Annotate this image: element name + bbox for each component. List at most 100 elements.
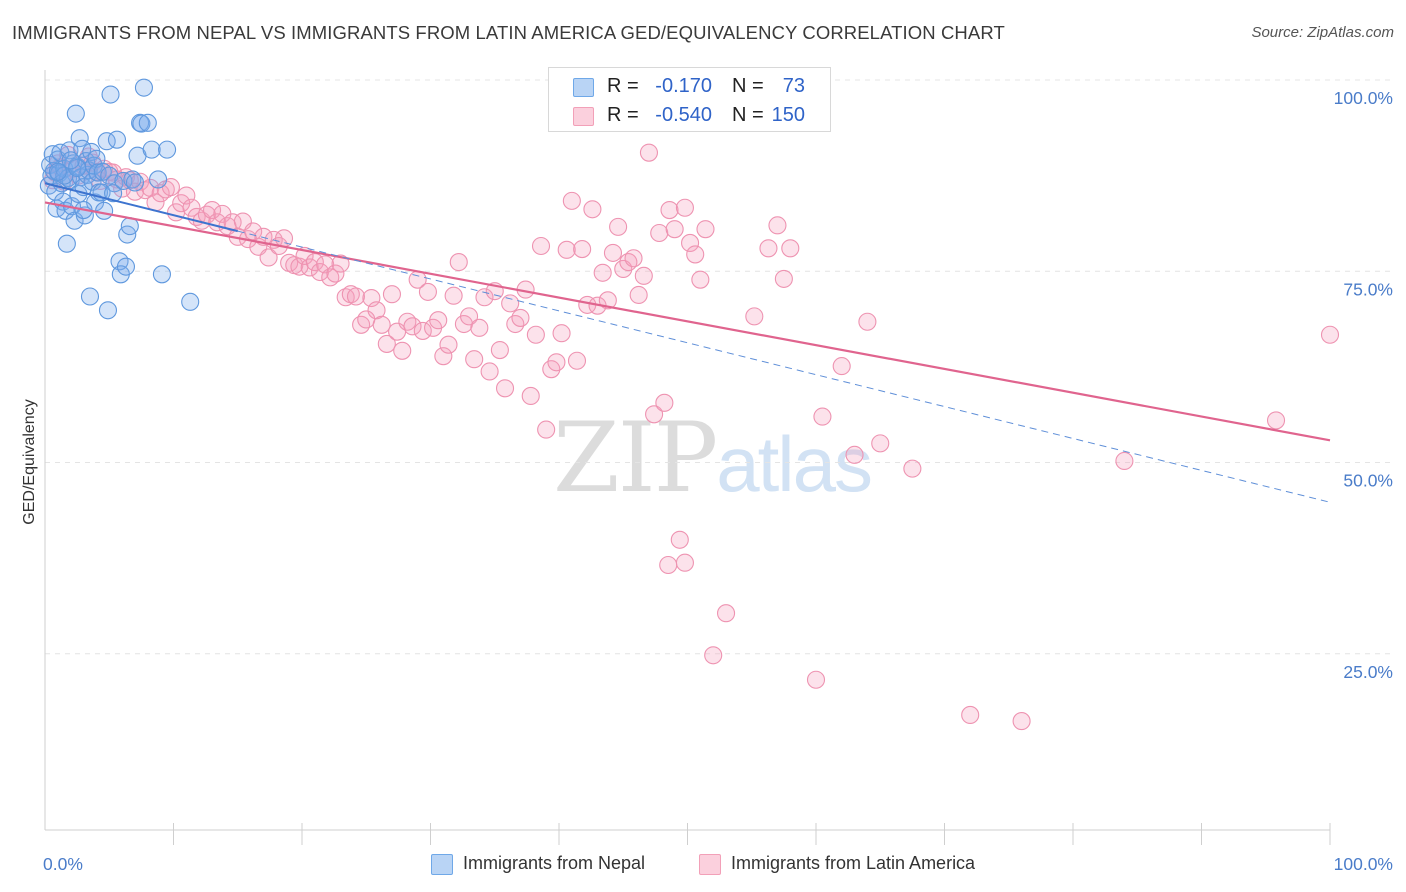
legend-label: Immigrants from Nepal — [463, 853, 646, 873]
latin-america-point — [781, 239, 800, 258]
latin-america-point — [480, 362, 499, 381]
latin-america-point — [501, 294, 520, 313]
y-tick-label: 50.0% — [1343, 471, 1393, 491]
latin-america-point — [686, 245, 705, 264]
latin-america-point — [573, 240, 592, 259]
r-label: R = — [607, 75, 639, 97]
latin-america-point — [806, 670, 826, 689]
latin-america-point — [832, 357, 851, 376]
stats-row-nepal: R = -0.170 N = 73 — [549, 72, 830, 102]
latin-america-point — [696, 220, 715, 239]
latin-america-point — [367, 301, 386, 320]
legend-item-latin-america[interactable]: Immigrants from Latin America — [699, 852, 1029, 878]
latin-america-point — [1115, 451, 1134, 471]
nepal-trend-line-dashed — [237, 230, 1331, 503]
nepal-point — [116, 257, 136, 276]
nepal-point — [66, 104, 85, 123]
nepal-point — [134, 78, 153, 97]
latin-america-point — [511, 308, 530, 327]
latin-america-point — [434, 347, 453, 366]
nepal-point — [107, 130, 127, 149]
nepal-point — [142, 140, 161, 159]
latin-america-point — [813, 407, 832, 426]
latin-america-point — [704, 646, 723, 665]
watermark: ZIPatlas — [553, 402, 873, 514]
n-label: N = — [732, 104, 764, 126]
nepal-point — [123, 170, 142, 189]
r-label: R = — [607, 104, 639, 126]
source-label: Source: ZipAtlas.com — [1251, 24, 1394, 41]
latin-america-point — [675, 198, 694, 217]
latin-america-point — [745, 307, 764, 326]
nepal-point — [57, 234, 76, 253]
y-tick-label: 25.0% — [1343, 662, 1393, 682]
nepal-point — [138, 113, 157, 132]
latin-america-point — [336, 288, 355, 307]
latin-america-point — [377, 334, 396, 353]
latin-america-point — [562, 191, 581, 210]
y-tick-label: 75.0% — [1343, 279, 1393, 299]
latin-america-point — [403, 317, 422, 336]
latin-america-point — [331, 254, 350, 273]
latin-america-point — [603, 243, 623, 262]
y-tick-label: 100.0% — [1334, 88, 1393, 108]
latin-america-point — [382, 285, 402, 304]
watermark-atlas: atlas — [716, 420, 873, 508]
latin-america-trend-line — [44, 201, 1331, 442]
legend-swatch-latin-america — [699, 854, 721, 875]
latin-america-point — [845, 445, 864, 464]
latin-america-point — [670, 530, 689, 549]
nepal-point — [88, 163, 107, 182]
nepal-point — [152, 265, 171, 284]
legend-swatch-nepal — [431, 854, 453, 875]
stats-box: R = -0.170 N = 73 R = -0.540 N = 150 — [548, 67, 831, 132]
nepal-point — [158, 140, 177, 159]
nepal-swatch — [573, 78, 594, 97]
latin-america-point — [547, 353, 566, 372]
latin-america-point — [346, 287, 366, 306]
nepal-point — [181, 292, 200, 311]
latin-america-point — [557, 240, 576, 259]
latin-america-point — [552, 324, 571, 343]
latin-america-point — [465, 350, 484, 369]
n-label: N = — [732, 75, 764, 97]
n-value: 150 — [771, 104, 805, 126]
latin-america-point — [259, 248, 278, 267]
latin-america-point — [675, 553, 694, 572]
latin-america-point — [665, 220, 684, 239]
latin-america-point — [418, 282, 437, 301]
legend-item-nepal[interactable]: Immigrants from Nepal — [431, 852, 691, 878]
latin-america-point — [429, 311, 448, 330]
latin-america-point — [413, 321, 432, 340]
x-tick-label: 0.0% — [43, 854, 83, 874]
latin-america-point — [655, 393, 674, 412]
nepal-point — [80, 287, 100, 306]
nepal-point — [70, 129, 89, 148]
latin-america-point — [961, 705, 980, 725]
r-value: -0.170 — [655, 75, 712, 97]
latin-america-point — [768, 216, 787, 235]
latin-america-point — [858, 312, 877, 331]
latin-america-point — [903, 459, 922, 478]
nepal-point — [114, 171, 133, 191]
nepal-point — [132, 114, 151, 133]
nepal-trend-line-solid — [44, 182, 238, 233]
latin-america-point — [659, 555, 678, 575]
latin-america-point — [490, 340, 509, 360]
watermark-zip: ZIP — [553, 402, 718, 514]
nepal-point — [101, 85, 120, 104]
latin-america-point — [774, 269, 793, 288]
latin-america-point — [1266, 411, 1286, 430]
latin-america-point — [521, 386, 540, 405]
latin-america-point — [537, 420, 556, 439]
latin-america-point — [650, 223, 669, 243]
latin-america-point — [449, 253, 468, 272]
latin-america-point — [531, 236, 551, 256]
latin-america-point — [629, 285, 648, 305]
latin-america-point — [624, 249, 643, 268]
latin-america-point — [639, 143, 659, 162]
latin-america-point — [459, 307, 479, 326]
latin-america-point — [583, 200, 602, 219]
latin-america-point — [598, 291, 617, 310]
x-tick-label: 100.0% — [1334, 854, 1393, 874]
